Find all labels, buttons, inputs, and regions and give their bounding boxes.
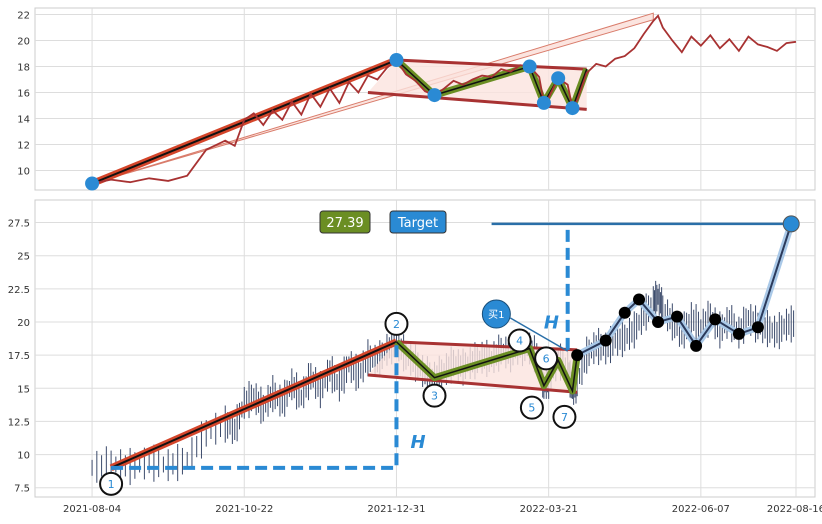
projection-point	[571, 349, 584, 362]
buy-label: 买1	[488, 309, 504, 321]
y-tick-label: 10	[17, 167, 30, 178]
y-tick-label: 17.5	[8, 351, 30, 362]
height-measure-1	[111, 341, 399, 470]
pivot-badge	[422, 383, 447, 408]
y-tick-label: 16	[17, 89, 30, 100]
pivot-marker	[85, 176, 100, 191]
projection-point	[652, 315, 665, 328]
x-tick-label: 2022-03-21	[520, 504, 578, 515]
pivot-label: 3	[431, 390, 438, 403]
lower-boundary	[367, 373, 578, 394]
y-tick-label: 10	[17, 451, 30, 462]
price-line	[91, 14, 797, 185]
projection-point	[709, 313, 722, 326]
projection-point	[690, 339, 703, 352]
pivot-badge	[534, 346, 559, 371]
projection-point	[599, 334, 612, 347]
pivot-marker	[522, 59, 537, 74]
y-tick-label: 15	[17, 384, 30, 395]
x-tick-label: 2022-08-16	[767, 504, 822, 515]
x-tick-label: 2021-10-22	[215, 504, 273, 515]
pivot-marker	[536, 95, 551, 110]
y-tick-label: 25	[17, 252, 30, 263]
y-tick-label: 14	[17, 115, 30, 126]
trend-up-core	[110, 340, 397, 469]
projection-point	[732, 327, 745, 340]
x-tick-label: 2021-08-04	[63, 504, 121, 515]
pivot-marker	[427, 88, 442, 103]
projection-point	[671, 310, 684, 323]
target-label-box	[389, 210, 447, 234]
projection-arrow	[91, 12, 654, 184]
height-label: H	[544, 313, 559, 334]
y-tick-label: 20	[17, 37, 30, 48]
pivot-label: 2	[393, 318, 400, 331]
top-panel: 10 12 14 16 18 20 22	[17, 7, 816, 191]
pivot-marker	[551, 71, 566, 86]
pivot-badge	[552, 404, 577, 429]
pivot-label: 5	[528, 402, 535, 415]
buy-pointer	[509, 317, 569, 352]
projection-point	[751, 321, 764, 334]
pivot-badge	[507, 328, 532, 353]
y-tick-label: 27.5	[8, 219, 30, 230]
target-point	[782, 215, 800, 233]
pivot-label: 1	[108, 478, 115, 491]
wave-core	[395, 341, 578, 394]
pivot-marker	[565, 101, 580, 116]
y-tick-label: 12.5	[8, 417, 30, 428]
y-tick-label: 18	[17, 63, 30, 74]
lower-boundary	[367, 91, 587, 111]
x-tick-label: 2022-06-07	[672, 504, 730, 515]
pivot-badge	[384, 311, 409, 336]
pivot-badge	[99, 471, 124, 496]
target-value-box	[319, 210, 371, 234]
pivot-label: 4	[516, 335, 523, 348]
y-tick-label: 7.5	[14, 484, 30, 495]
upper-boundary	[396, 58, 587, 71]
height-label: H	[410, 432, 425, 453]
plot-area	[34, 7, 816, 191]
pivot-marker	[389, 53, 404, 67]
x-tick-label: 2021-12-31	[367, 504, 425, 515]
pivot-badge	[519, 395, 544, 420]
y-tick-label: 12	[17, 141, 30, 152]
projection-point	[633, 293, 646, 306]
y-tick-label: 22	[17, 11, 30, 22]
pivot-label: 6	[543, 352, 550, 365]
pivot-label: 7	[561, 411, 568, 424]
buy-marker	[481, 299, 511, 329]
y-tick-label: 20	[17, 318, 30, 329]
projection-point	[618, 306, 631, 319]
target-label: Target	[397, 216, 438, 231]
target-value: 27.39	[326, 216, 363, 231]
y-tick-label: 22.5	[8, 285, 30, 296]
